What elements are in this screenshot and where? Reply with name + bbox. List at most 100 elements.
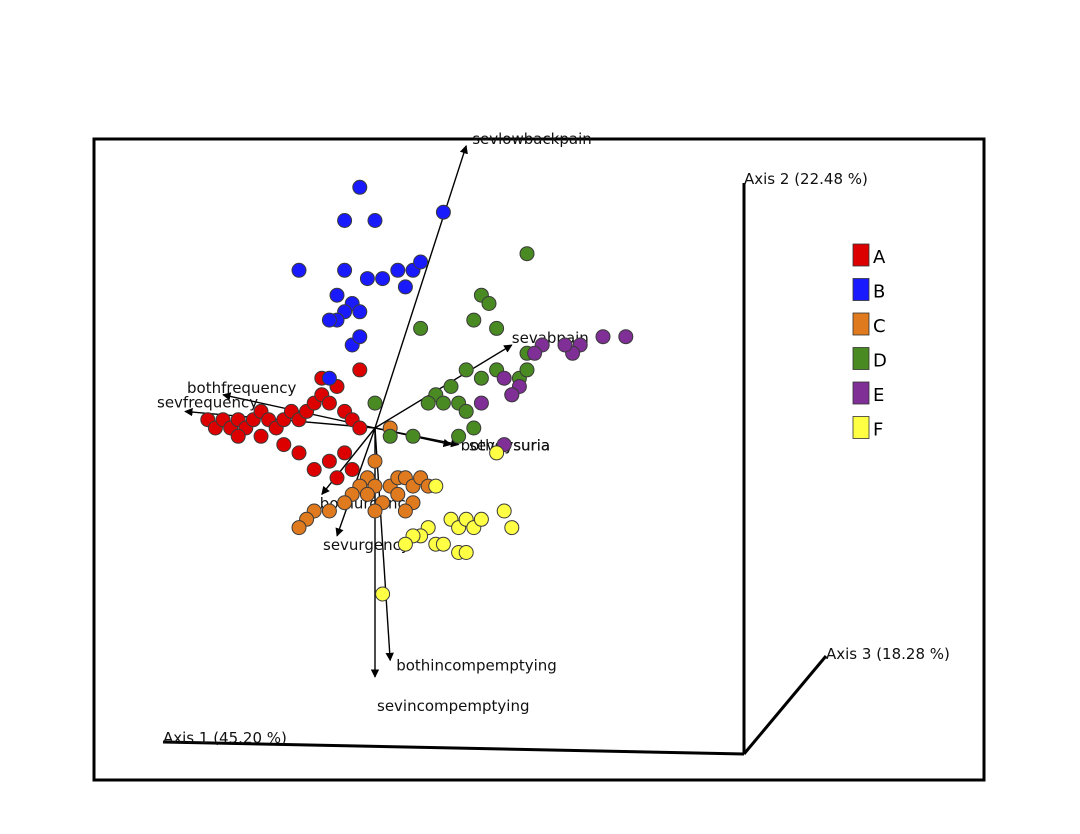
legend-label-A: A xyxy=(873,247,886,268)
vector-label-sevfrequency: sevfrequency xyxy=(157,393,258,411)
point-D-98 xyxy=(451,428,467,444)
point-A-29 xyxy=(329,470,345,486)
legend-swatch-B xyxy=(852,278,870,301)
point-D-94 xyxy=(367,395,383,411)
axis-1-label: Axis 1 (45.20 %) xyxy=(163,729,287,747)
point-C-73 xyxy=(367,503,383,519)
point-A-22 xyxy=(253,428,269,444)
point-D-96 xyxy=(405,428,421,444)
vector-bothurgency xyxy=(321,427,376,496)
point-B-37 xyxy=(337,262,353,278)
point-D-81 xyxy=(413,320,429,336)
point-D-76 xyxy=(519,246,535,262)
point-E-109 xyxy=(504,387,520,403)
point-F-128 xyxy=(375,586,391,602)
legend-label-B: B xyxy=(873,282,885,303)
legend-swatch-E xyxy=(852,381,870,405)
point-B-38 xyxy=(359,271,375,287)
point-B-52 xyxy=(321,370,337,386)
point-F-127 xyxy=(458,545,474,560)
point-C-64 xyxy=(359,486,375,502)
point-B-35 xyxy=(435,204,451,220)
point-A-23 xyxy=(276,437,292,453)
legend-label-F: F xyxy=(873,420,883,441)
point-D-87 xyxy=(519,362,535,378)
point-E-100 xyxy=(595,329,611,345)
point-E-110 xyxy=(473,395,489,411)
point-A-20 xyxy=(352,420,368,436)
point-A-16 xyxy=(321,395,337,411)
point-F-114 xyxy=(496,503,512,519)
point-F-125 xyxy=(435,536,451,552)
point-D-80 xyxy=(489,320,505,336)
point-A-27 xyxy=(344,462,360,477)
legend-label-E: E xyxy=(873,385,884,406)
vector-label-sevurgency: sevurgency xyxy=(323,536,410,554)
legend-label-D: D xyxy=(873,351,887,372)
point-A-24 xyxy=(291,445,307,461)
point-D-93 xyxy=(458,403,474,419)
point-E-105 xyxy=(527,345,543,361)
point-B-39 xyxy=(375,271,391,287)
point-D-91 xyxy=(435,395,451,411)
point-A-30 xyxy=(352,362,368,378)
point-D-90 xyxy=(420,395,436,411)
point-A-21 xyxy=(230,428,246,444)
point-D-79 xyxy=(466,312,482,328)
point-C-69 xyxy=(321,503,337,519)
point-D-84 xyxy=(473,370,489,386)
point-F-113 xyxy=(428,478,444,494)
scatter-points xyxy=(200,179,634,602)
point-D-88 xyxy=(443,379,459,394)
point-B-44 xyxy=(329,287,345,303)
legend-label-C: C xyxy=(873,316,886,337)
vector-label-bothincompemptying: bothincompemptying xyxy=(396,656,557,674)
vector-label-bothfrequency: bothfrequency xyxy=(187,379,296,397)
point-C-68 xyxy=(337,495,353,511)
point-C-66 xyxy=(390,486,406,502)
axis-1-line xyxy=(162,740,745,756)
legend-swatch-F xyxy=(852,416,870,439)
legend-swatch-A xyxy=(852,243,870,267)
point-E-103 xyxy=(557,337,573,353)
point-C-74 xyxy=(397,503,413,519)
point-B-43 xyxy=(413,254,429,270)
point-F-112 xyxy=(489,445,505,461)
point-B-41 xyxy=(397,279,413,295)
vector-label-sevlowbackpain: sevlowbackpain xyxy=(472,130,592,148)
point-C-54 xyxy=(367,453,383,469)
point-F-123 xyxy=(397,536,413,552)
axis-3-line xyxy=(742,655,828,755)
point-A-25 xyxy=(321,453,337,469)
axis-2-label: Axis 2 (22.48 %) xyxy=(744,170,868,188)
point-A-26 xyxy=(337,445,353,461)
point-C-72 xyxy=(291,520,307,536)
axes-3d: Axis 1 (45.20 %) Axis 2 (22.48 %) Axis 3… xyxy=(162,170,950,756)
point-D-97 xyxy=(382,428,398,444)
point-F-129 xyxy=(504,520,520,536)
legend-swatch-C xyxy=(852,312,870,336)
point-B-36 xyxy=(291,262,307,278)
axis-3-label: Axis 3 (18.28 %) xyxy=(826,645,950,663)
point-B-34 xyxy=(367,213,383,228)
point-D-83 xyxy=(458,362,474,378)
vector-label-sevincompemptying: sevincompemptying xyxy=(377,697,529,715)
point-E-99 xyxy=(618,329,634,345)
point-B-46 xyxy=(352,304,368,320)
legend-swatch-D xyxy=(852,347,870,370)
vector-sevlowbackpain xyxy=(374,145,468,429)
point-B-49 xyxy=(321,312,337,328)
point-E-106 xyxy=(496,370,512,386)
point-B-40 xyxy=(390,262,406,278)
point-B-33 xyxy=(337,213,353,228)
point-D-78 xyxy=(481,296,497,311)
point-B-32 xyxy=(352,179,368,195)
point-D-95 xyxy=(466,420,482,436)
point-F-119 xyxy=(473,511,489,527)
plot-frame xyxy=(92,137,986,782)
point-A-28 xyxy=(306,462,322,477)
point-B-51 xyxy=(352,329,368,345)
vector-sevabpain xyxy=(374,344,513,429)
